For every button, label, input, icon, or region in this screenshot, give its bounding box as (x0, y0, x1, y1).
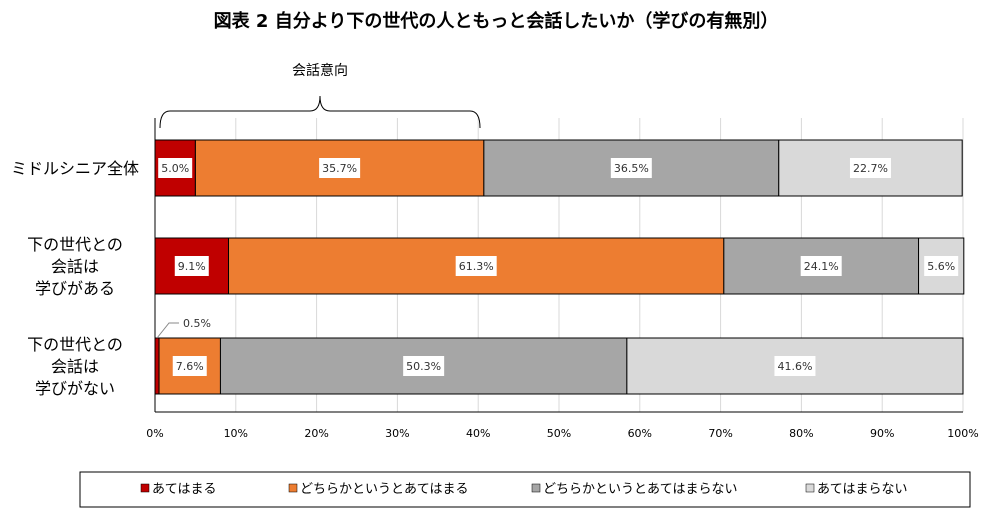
x-tick-label: 90% (870, 427, 894, 440)
legend-swatch (531, 483, 541, 493)
data-label: 9.1% (178, 260, 206, 273)
legend-label: あてはまる (152, 482, 216, 497)
data-label: 22.7% (853, 162, 888, 175)
x-tick-label: 30% (385, 427, 409, 440)
data-label: 24.1% (804, 260, 839, 273)
x-tick-label: 0% (146, 427, 163, 440)
category-label: 会話は (51, 257, 99, 276)
annotation-label: 会話意向 (292, 62, 348, 79)
data-label: 0.5% (183, 317, 211, 330)
data-label: 5.6% (927, 260, 955, 273)
legend-label: どちらかというとあてはまる (300, 482, 468, 497)
data-label-bg (924, 256, 959, 276)
data-label: 41.6% (777, 360, 812, 373)
x-tick-label: 70% (708, 427, 732, 440)
data-label-bg (172, 356, 207, 376)
category-label: 会話は (51, 357, 99, 376)
category-label: 下の世代との (27, 335, 123, 354)
category-label: ミドルシニア全体 (11, 159, 139, 178)
chart-title: 図表 2 自分より下の世代の人ともっと会話したいか（学びの有無別） (214, 10, 779, 32)
x-tick-label: 40% (466, 427, 490, 440)
legend-swatch (140, 483, 150, 493)
data-label: 7.6% (176, 360, 204, 373)
data-label-bg (403, 356, 445, 376)
legend-label: あてはまらない (817, 482, 907, 497)
data-label: 36.5% (614, 162, 649, 175)
data-label-bg (158, 158, 193, 178)
x-tick-label: 50% (547, 427, 571, 440)
leader-line (156, 322, 180, 339)
x-tick-label: 10% (224, 427, 248, 440)
legend-swatch (288, 483, 298, 493)
legend-label: どちらかというとあてはまらない (543, 482, 737, 497)
data-label-bg (319, 158, 361, 178)
x-tick-label: 100% (947, 427, 978, 440)
legend-swatch (805, 483, 815, 493)
x-tick-label: 20% (304, 427, 328, 440)
data-label: 35.7% (322, 162, 357, 175)
bar-segment (154, 337, 160, 395)
data-label-bg (800, 256, 842, 276)
x-tick-label: 60% (628, 427, 652, 440)
annotation-brace (159, 95, 481, 129)
x-tick-label: 80% (789, 427, 813, 440)
legend-box (79, 471, 971, 508)
data-label-bg (849, 158, 891, 178)
bar-segment (219, 337, 628, 395)
category-label: 学びがある (35, 279, 115, 298)
data-label-bg (610, 158, 652, 178)
data-label: 50.3% (406, 360, 441, 373)
category-label: 下の世代との (27, 235, 123, 254)
category-label: 学びがない (35, 379, 115, 398)
data-label-bg (174, 256, 209, 276)
data-label-bg (774, 356, 816, 376)
data-label-bg (455, 256, 497, 276)
data-label: 61.3% (459, 260, 494, 273)
data-label: 5.0% (161, 162, 189, 175)
